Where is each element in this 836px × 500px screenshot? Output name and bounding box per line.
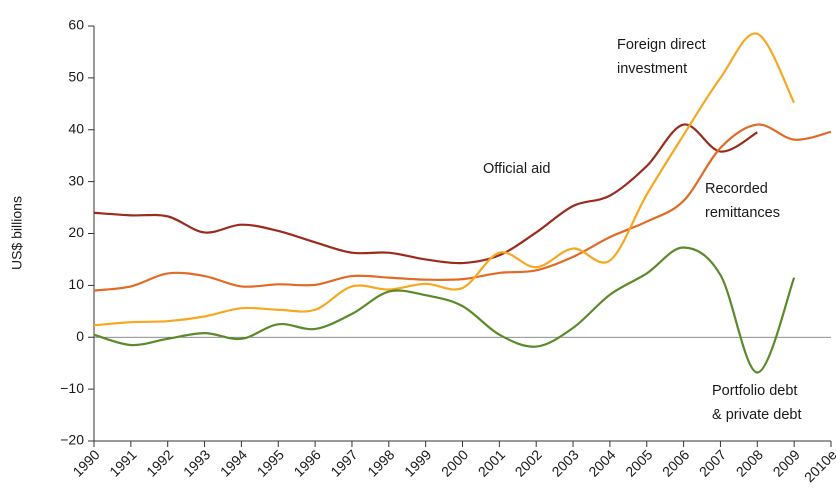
x-tick-label: 2002 (512, 446, 545, 479)
x-tick-label: 2000 (438, 446, 471, 479)
x-tick-label: 2008 (733, 446, 766, 479)
annotation: & private debt (712, 407, 801, 423)
y-tick-label: 20 (68, 224, 84, 240)
x-tick-label: 2004 (585, 446, 618, 479)
x-tick-label: 1994 (217, 446, 250, 479)
x-tick-label: 2006 (659, 446, 692, 479)
annotation: remittances (705, 205, 780, 221)
y-tick-label: 50 (68, 69, 84, 85)
x-tick-label: 1993 (180, 446, 213, 479)
annotation: Portfolio debt (712, 383, 797, 399)
x-tick-label: 2010e (801, 446, 836, 485)
annotation: Recorded (705, 181, 768, 197)
x-tick-label: 1996 (290, 446, 323, 479)
x-tick-label: 2001 (475, 446, 508, 479)
series-line (93, 246, 796, 374)
y-tick-label: 0 (76, 328, 84, 344)
y-tick-label: 30 (68, 172, 84, 188)
x-tick-label: 2009 (770, 446, 803, 479)
x-tick-label: 1995 (254, 446, 287, 479)
y-tick-label: 60 (68, 17, 84, 33)
series-line (93, 32, 796, 327)
y-tick-label: −10 (60, 380, 84, 396)
annotation: Foreign direct (617, 37, 706, 53)
y-axis-label: US$ billions (9, 196, 25, 270)
annotation: Official aid (483, 161, 550, 177)
y-tick-label: 40 (68, 120, 84, 136)
x-tick-label: 1991 (106, 446, 139, 479)
y-tick-label: 10 (68, 276, 84, 292)
x-tick-label: 2003 (548, 446, 581, 479)
annotation: investment (617, 61, 687, 77)
x-tick-label: 1999 (401, 446, 434, 479)
series-line (93, 123, 758, 265)
y-tick-label: −20 (60, 432, 84, 448)
x-tick-label: 1998 (364, 446, 397, 479)
x-tick-label: 1990 (69, 446, 102, 479)
series-line (93, 123, 832, 292)
x-tick-label: 1992 (143, 446, 176, 479)
x-tick-label: 2007 (696, 446, 729, 479)
x-tick-label: 2005 (622, 446, 655, 479)
x-tick-label: 1997 (327, 446, 360, 479)
